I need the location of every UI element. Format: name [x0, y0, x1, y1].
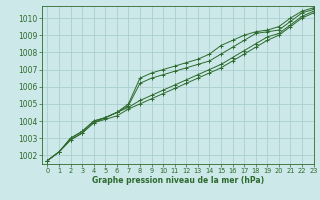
X-axis label: Graphe pression niveau de la mer (hPa): Graphe pression niveau de la mer (hPa) [92, 176, 264, 185]
